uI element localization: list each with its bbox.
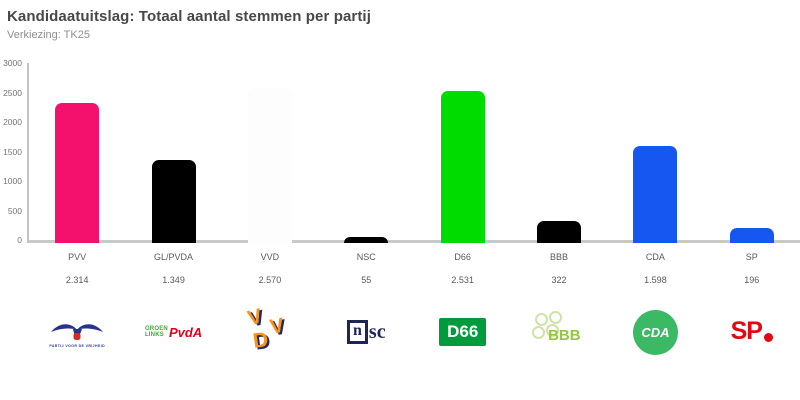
value-label: 2.570 bbox=[258, 275, 282, 285]
logo-cell: SP bbox=[704, 303, 800, 361]
y-axis-tick-label: 1000 bbox=[3, 176, 22, 186]
logo-cell: GROEN LINKS PvdA bbox=[125, 303, 221, 361]
gl-pvda-logo: GROEN LINKS PvdA bbox=[145, 325, 202, 340]
y-axis-tick-label: 3000 bbox=[3, 58, 22, 68]
value-label: 2.531 bbox=[451, 275, 474, 285]
chart-column bbox=[415, 63, 511, 243]
logo-cell: PARTIJ VOOR DE VRIJHEID bbox=[29, 303, 125, 361]
category-label: CDA bbox=[645, 252, 665, 262]
chart-column bbox=[318, 63, 414, 243]
bbb-clover-icon bbox=[546, 324, 560, 337]
cda-logo: CDA bbox=[632, 309, 678, 355]
y-axis-tick-label: 500 bbox=[7, 205, 22, 216]
d66-logo: D66 bbox=[439, 318, 487, 346]
bbb-clover-icon bbox=[532, 326, 546, 339]
value-label: 196 bbox=[744, 275, 760, 285]
logo-cell: BBB bbox=[511, 303, 607, 361]
y-axis-line bbox=[27, 63, 29, 243]
value-label: 55 bbox=[361, 275, 372, 285]
category-label: PVV bbox=[68, 252, 87, 262]
bbb-logo: BBB bbox=[530, 310, 588, 354]
bar-bbb[interactable] bbox=[537, 221, 582, 243]
y-axis-tick-label: 2000 bbox=[3, 117, 22, 127]
bbb-clover-icon bbox=[549, 311, 563, 324]
bar-vvd[interactable] bbox=[247, 88, 292, 243]
y-axis: 0 500 1000 1500 2000 2500 3000 bbox=[0, 58, 26, 245]
y-axis-tick-label: 0 bbox=[17, 235, 22, 245]
chart-column bbox=[511, 63, 607, 243]
logo-cell: n sc bbox=[318, 303, 414, 361]
sp-logo: SP bbox=[731, 319, 773, 344]
nsc-logo: n sc bbox=[347, 320, 386, 344]
chart-column bbox=[29, 63, 125, 243]
x-axis-line bbox=[29, 240, 800, 243]
bar-gl-pvda[interactable] bbox=[151, 160, 196, 243]
bar-cda[interactable] bbox=[633, 145, 678, 243]
category-label: VVD bbox=[260, 252, 280, 262]
bar-d66[interactable] bbox=[440, 90, 485, 243]
page-subtitle: Verkiezing: TK25 bbox=[7, 29, 90, 41]
category-labels-row: PVV GL/PVDA VVD NSC D66 BBB CDA SP bbox=[29, 243, 800, 262]
logo-cell: V V D bbox=[222, 303, 318, 361]
bbb-clover-icon bbox=[535, 313, 549, 326]
plot-area bbox=[29, 63, 800, 243]
value-label: 2.314 bbox=[65, 275, 89, 285]
sp-dot-icon bbox=[763, 332, 773, 342]
page-title: Kandidaatuitslag: Totaal aantal stemmen … bbox=[7, 8, 371, 25]
chart-column bbox=[222, 63, 318, 243]
bar-chart: 0 500 1000 1500 2000 2500 3000 PVV GL/PV… bbox=[0, 58, 800, 361]
category-label: NSC bbox=[356, 252, 376, 262]
category-label: SP bbox=[745, 252, 758, 262]
pvv-bird-icon bbox=[51, 323, 104, 340]
y-axis-tick-label: 1500 bbox=[3, 146, 22, 157]
logo-cell: D66 bbox=[415, 303, 511, 361]
category-label: BBB bbox=[550, 252, 569, 262]
pvv-caption: PARTIJ VOOR DE VRIJHEID bbox=[49, 343, 105, 348]
value-label: 1.598 bbox=[644, 275, 667, 285]
vvd-logo: V V D bbox=[245, 304, 286, 353]
groenlinks-text: GROEN LINKS bbox=[144, 326, 168, 338]
value-labels-row: 2.314 1.349 2.570 55 2.531 322 1.598 196 bbox=[29, 262, 800, 285]
pvda-text: PvdA bbox=[168, 324, 203, 340]
category-label: GL/PVDA bbox=[154, 252, 194, 262]
bar-pvv[interactable] bbox=[55, 103, 100, 243]
chart-column bbox=[125, 63, 221, 243]
chart-column bbox=[704, 63, 800, 243]
party-logos-row: PARTIJ VOOR DE VRIJHEID GROEN LINKS PvdA… bbox=[29, 303, 800, 361]
chart-header: Kandidaatuitslag: Totaal aantal stemmen … bbox=[0, 0, 800, 41]
bar-sp[interactable] bbox=[729, 228, 774, 243]
value-label: 322 bbox=[551, 275, 567, 285]
category-label: D66 bbox=[454, 252, 471, 262]
bar-nsc[interactable] bbox=[344, 236, 389, 243]
value-label: 1.349 bbox=[162, 275, 185, 285]
logo-cell: CDA bbox=[607, 303, 703, 361]
pvv-logo: PARTIJ VOOR DE VRIJHEID bbox=[49, 317, 105, 348]
chart-column bbox=[607, 63, 703, 243]
y-axis-tick-label: 2500 bbox=[3, 87, 22, 98]
